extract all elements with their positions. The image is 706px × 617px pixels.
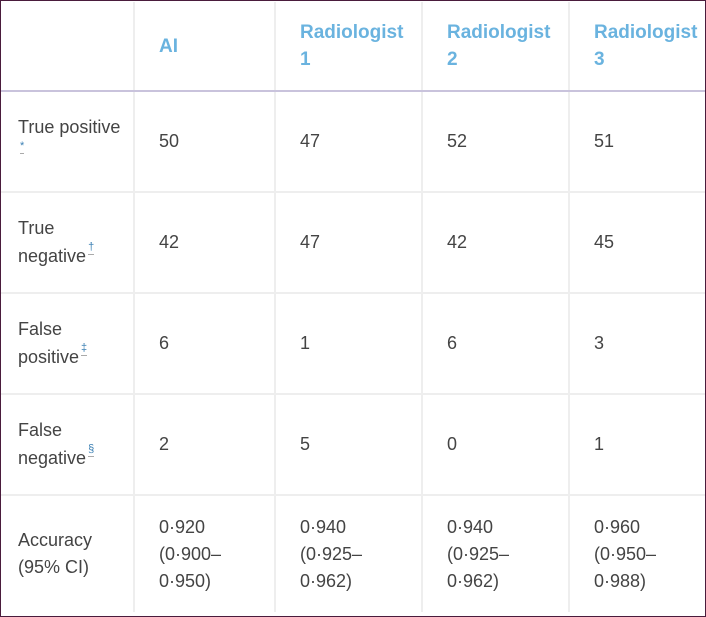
row-label: False positive [18,319,80,367]
header-empty-cell [1,2,135,92]
value-radiologist-2: 0·940 (0·925–0·962) [422,495,570,612]
header-radiologist-3: Radiologist 3 [569,2,705,92]
value-radiologist-3: 0·960 (0·950–0·988) [594,516,657,591]
value-radiologist-1: 47 [275,192,423,294]
value-ai: 6 [134,293,276,395]
value-ai: 0·920 (0·900–0·950) [134,495,276,612]
row-label-cell: Accuracy (95% CI) [1,495,135,612]
value-radiologist-2: 42 [422,192,570,294]
value-ai: 50 [134,91,276,193]
value-radiologist-2: 6 [422,293,570,395]
value-radiologist-1: 1 [275,293,423,395]
row-label: True positive [18,117,121,137]
table-row: False negative § 2 5 0 1 [1,394,705,496]
header-ai: AI [134,2,276,92]
value-radiologist-1: 5 [275,394,423,496]
header-row: AI Radiologist 1 Radiologist 2 Radiologi… [1,2,705,92]
value-radiologist-3: 1 [569,394,705,496]
table-row: True positive * 50 47 52 51 [1,91,705,193]
row-label: Accuracy (95% CI) [18,530,93,577]
value-radiologist-3: 45 [569,192,705,294]
header-radiologist-2: Radiologist 2 [422,2,570,92]
header-radiologist-1: Radiologist 1 [275,2,423,92]
table-row: False positive ‡ 6 1 6 3 [1,293,705,395]
value-ai: 42 [134,192,276,294]
row-label-cell: True positive * [1,91,135,193]
row-label-cell: False negative § [1,394,135,496]
row-label: True negative [18,218,87,266]
value-radiologist-3: 51 [569,91,705,193]
value-radiologist-1: 47 [275,91,423,193]
footnote-link[interactable]: § [88,443,95,457]
value-radiologist-2: 52 [422,91,570,193]
footnote-link[interactable]: † [88,241,95,255]
value-radiologist-2: 0 [422,394,570,496]
value-ai: 2 [134,394,276,496]
row-label-cell: False positive ‡ [1,293,135,395]
value-radiologist-3: 3 [569,293,705,395]
value-radiologist-1: 0·940 (0·925–0·962) [275,495,423,612]
row-label: False negative [18,420,87,468]
table-row: Accuracy (95% CI) 0·920 (0·900–0·950) 0·… [1,495,705,612]
footnote-link[interactable]: * [20,140,25,154]
row-label-cell: True negative † [1,192,135,294]
footnote-link[interactable]: ‡ [81,342,88,356]
table-row: True negative † 42 47 42 45 [1,192,705,294]
